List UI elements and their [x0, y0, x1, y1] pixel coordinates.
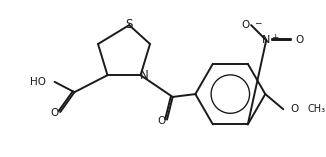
Text: S: S — [126, 18, 133, 31]
Text: O: O — [50, 108, 58, 118]
Text: N: N — [262, 35, 271, 45]
Text: O: O — [158, 116, 166, 126]
Text: O: O — [241, 20, 249, 30]
Text: CH₃: CH₃ — [308, 104, 326, 114]
Text: O: O — [290, 104, 299, 114]
Text: −: − — [254, 18, 261, 27]
Text: O: O — [296, 35, 304, 45]
Text: +: + — [271, 33, 278, 42]
Text: HO: HO — [30, 77, 46, 87]
Text: N: N — [140, 69, 149, 82]
